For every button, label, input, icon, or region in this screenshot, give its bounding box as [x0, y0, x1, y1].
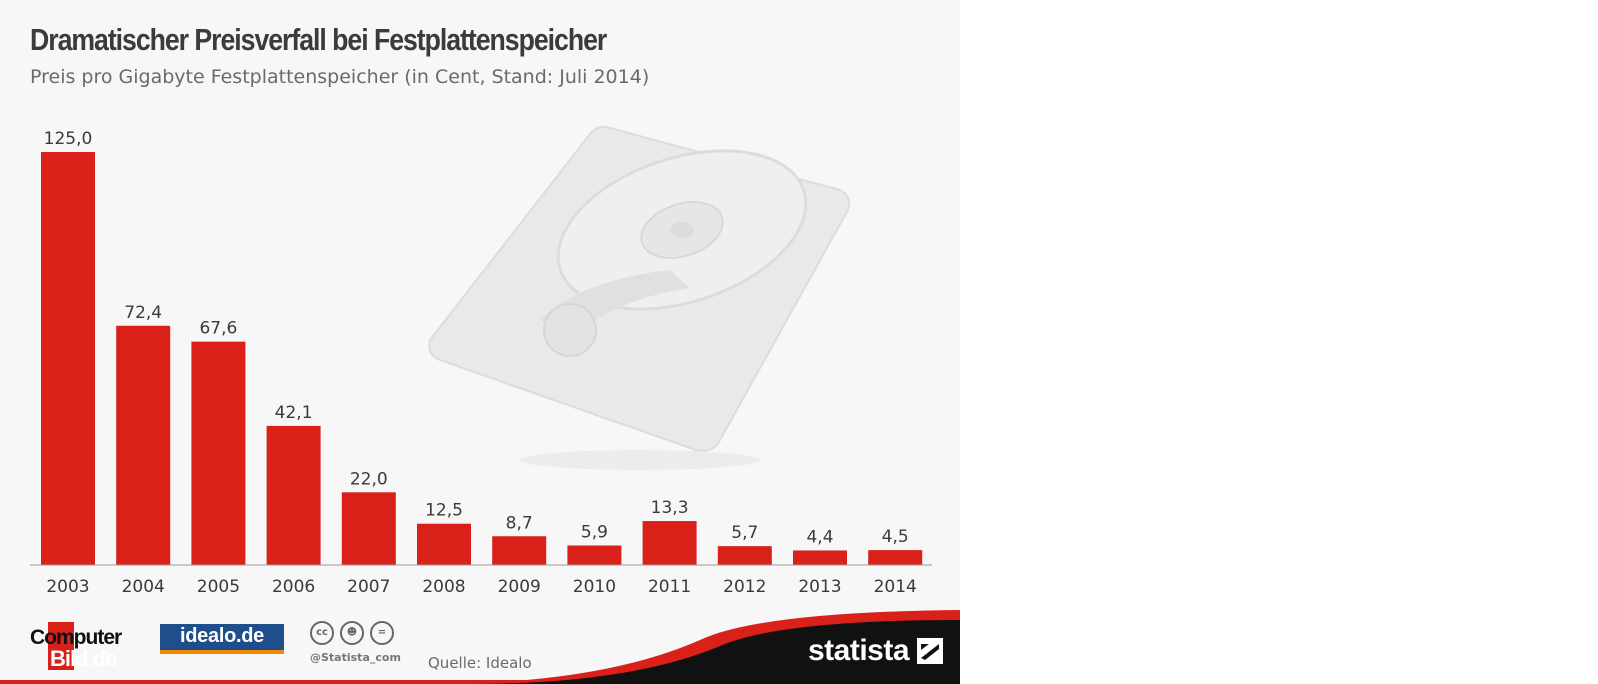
bar-2012: [717, 546, 772, 565]
statista-logo[interactable]: statista: [808, 634, 944, 668]
bar-2011: [642, 521, 697, 565]
x-tick-label-2010: 2010: [573, 577, 616, 597]
value-label-2008: 12,5: [425, 501, 463, 521]
x-tick-label-2009: 2009: [498, 577, 541, 597]
value-label-2014: 4,5: [882, 527, 909, 547]
x-tick-labels-group: 2003 2004 2005 2006 2007 2008 2009 2010 2011 2012…: [46, 577, 916, 597]
cc-icon[interactable]: cc: [310, 621, 334, 645]
value-label-2003: 125,0: [44, 129, 93, 149]
source-note: Quelle: Idealo: [428, 654, 532, 672]
bar-2006: [266, 425, 321, 565]
x-tick-label-2003: 2003: [46, 577, 89, 597]
page-subtitle: Preis pro Gigabyte Festplattenspeicher (…: [30, 66, 650, 88]
x-tick-label-2007: 2007: [347, 577, 390, 597]
value-label-2010: 5,9: [581, 523, 608, 543]
value-label-2011: 13,3: [651, 498, 689, 518]
value-labels-group: 125,0 72,4 67,6 42,1 22,0 12,5 8,7 5,9 13,3 5,7 4,…: [44, 129, 909, 547]
by-icon[interactable]: ☻: [340, 621, 364, 645]
computerbild-logo: Computer Bild.de: [30, 622, 140, 671]
value-label-2013: 4,4: [806, 527, 833, 547]
license-icons: cc ☻ =: [310, 620, 400, 645]
bar-2004: [116, 325, 171, 565]
infographic-card: Dramatischer Preisverfall bei Festplatte…: [0, 22, 960, 684]
x-tick-label-2013: 2013: [798, 577, 841, 597]
bar-2005: [191, 341, 246, 565]
bar-2008: [417, 523, 471, 565]
value-label-2012: 5,7: [731, 523, 758, 543]
statista-handle: @Statista_com: [310, 651, 401, 664]
bar-chart: 125,0 72,4 67,6 42,1 22,0 12,5 8,7 5,9 13,3 5,7 4,…: [30, 129, 932, 597]
x-tick-label-2006: 2006: [272, 577, 315, 597]
bar-2013: [793, 550, 847, 565]
x-tick-label-2011: 2011: [648, 577, 691, 597]
nd-icon[interactable]: =: [370, 621, 394, 645]
x-tick-label-2008: 2008: [422, 577, 465, 597]
bar-2014: [868, 550, 923, 565]
statista-brand-text: statista: [808, 634, 910, 667]
x-tick-label-2004: 2004: [122, 577, 165, 597]
idealo-logo: idealo.de: [160, 624, 284, 654]
x-tick-label-2005: 2005: [197, 577, 240, 597]
hard-drive-background-image: [428, 125, 850, 470]
footer-wave-band: [0, 610, 960, 684]
page-title: Dramatischer Preisverfall bei Festplatte…: [30, 22, 607, 57]
value-label-2004: 72,4: [124, 303, 162, 323]
statista-mark-icon: [917, 638, 944, 664]
value-label-2009: 8,7: [506, 513, 533, 533]
bar-2010: [567, 545, 622, 565]
bars-group: [41, 152, 923, 565]
value-label-2006: 42,1: [275, 403, 313, 423]
value-label-2005: 67,6: [199, 319, 237, 339]
bar-2009: [492, 536, 547, 565]
x-tick-label-2012: 2012: [723, 577, 766, 597]
x-tick-label-2014: 2014: [874, 577, 917, 597]
value-label-2007: 22,0: [350, 469, 388, 489]
bar-2003: [41, 152, 95, 565]
bar-2007: [341, 492, 396, 565]
